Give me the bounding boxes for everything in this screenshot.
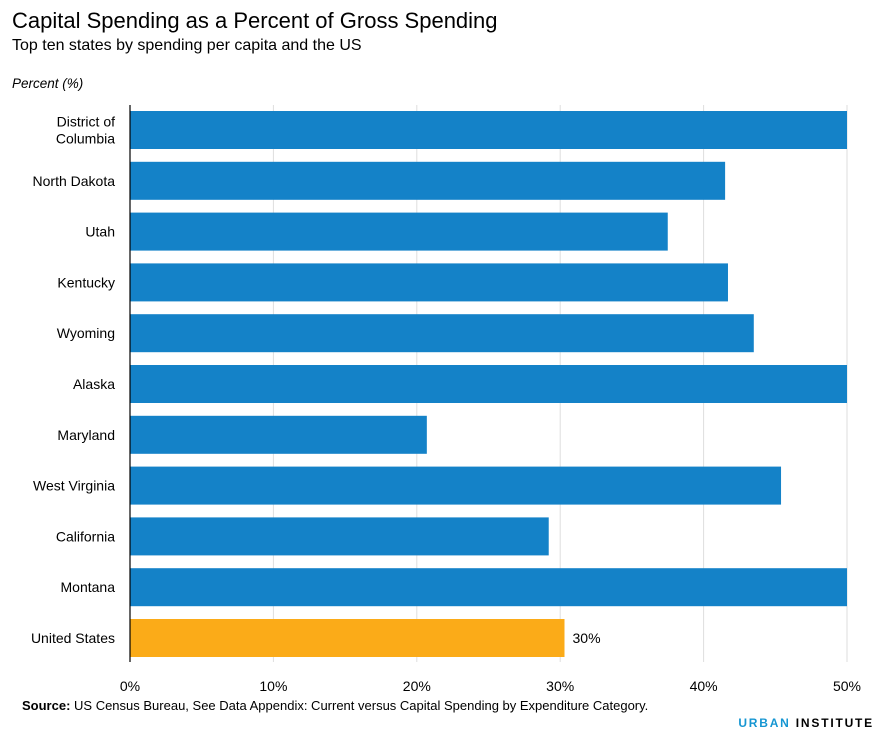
bar	[130, 314, 754, 353]
logo-urban: URBAN	[738, 716, 791, 730]
category-label: United States	[31, 630, 115, 646]
bar	[130, 415, 427, 454]
bar	[130, 568, 847, 607]
source-text: US Census Bureau, See Data Appendix: Cur…	[70, 698, 649, 713]
x-tick-label: 30%	[546, 678, 574, 694]
bar	[130, 365, 847, 403]
unit-label: Percent (%)	[12, 76, 84, 91]
source-label: Source:	[22, 698, 71, 713]
bar	[130, 111, 847, 149]
x-tick-label: 40%	[690, 678, 718, 694]
bars: 30%	[130, 111, 847, 657]
x-tick-label: 10%	[259, 678, 287, 694]
source-note: Source: US Census Bureau, See Data Appen…	[22, 698, 648, 713]
x-tick-label: 20%	[403, 678, 431, 694]
category-label: Kentucky	[57, 274, 115, 290]
logo-institute: INSTITUTE	[790, 716, 874, 730]
bar	[130, 212, 668, 251]
chart-title: Capital Spending as a Percent of Gross S…	[12, 8, 498, 33]
category-label: Utah	[85, 224, 115, 240]
data-label: 30%	[573, 630, 601, 646]
bar-us	[130, 619, 565, 657]
category-label: Alaska	[73, 376, 115, 392]
category-label: Montana	[61, 579, 116, 595]
chart-subtitle: Top ten states by spending per capita an…	[12, 37, 362, 54]
bar	[130, 263, 728, 302]
category-label: District of	[57, 114, 115, 130]
category-label: West Virginia	[33, 478, 115, 494]
bar	[130, 161, 726, 200]
category-label: Wyoming	[57, 325, 115, 341]
bar	[130, 517, 549, 556]
category-label: Maryland	[57, 427, 115, 443]
category-label: California	[56, 528, 115, 544]
x-tick-label: 0%	[120, 678, 140, 694]
x-tick-label: 50%	[833, 678, 861, 694]
category-label: Columbia	[56, 131, 115, 147]
urban-institute-logo: URBAN INSTITUTE	[738, 716, 874, 730]
bar	[130, 466, 782, 505]
x-tick-labels: 0% 10% 20% 30% 40% 50%	[120, 678, 861, 694]
category-label: North Dakota	[33, 173, 116, 189]
